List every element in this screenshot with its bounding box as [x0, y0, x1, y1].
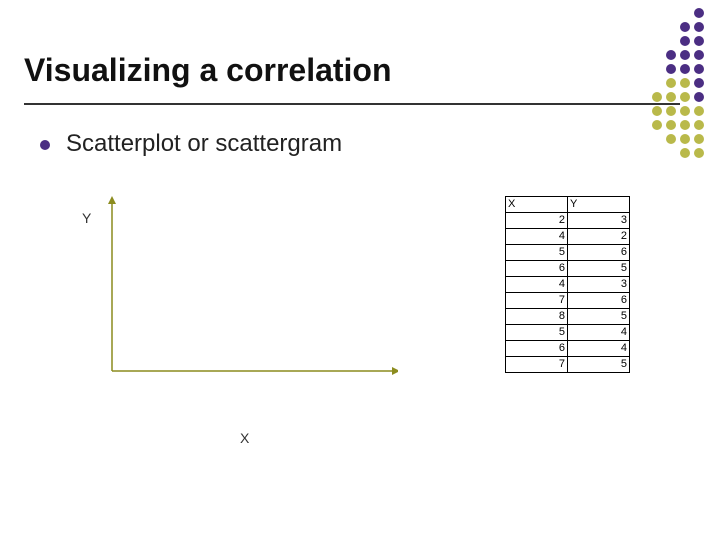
axis-y-label: Y	[82, 210, 91, 226]
slide: Visualizing a correlation Scatterplot or…	[0, 0, 720, 540]
dot	[638, 36, 648, 46]
dot	[694, 120, 704, 130]
dot	[638, 148, 648, 158]
dot	[666, 106, 676, 116]
xy-data-table: XY23425665437685546475	[505, 196, 630, 373]
dot	[694, 148, 704, 158]
table-cell: 5	[568, 357, 630, 373]
table-cell: 3	[568, 213, 630, 229]
dot	[638, 22, 648, 32]
table-row: 65	[506, 261, 630, 277]
table-cell: 5	[506, 245, 568, 261]
table-row: 23	[506, 213, 630, 229]
table-cell: 5	[568, 261, 630, 277]
dot	[680, 64, 690, 74]
dot	[652, 8, 662, 18]
dot	[694, 134, 704, 144]
dot	[680, 36, 690, 46]
table-cell: 7	[506, 293, 568, 309]
table-cell: 2	[506, 213, 568, 229]
table-cell: 4	[506, 229, 568, 245]
dot	[680, 134, 690, 144]
dot	[652, 106, 662, 116]
dot	[652, 148, 662, 158]
dot	[680, 92, 690, 102]
table-cell: 8	[506, 309, 568, 325]
dot	[680, 148, 690, 158]
dot	[694, 8, 704, 18]
table-cell: 4	[568, 341, 630, 357]
dot	[652, 120, 662, 130]
bullet-text: Scatterplot or scattergram	[66, 130, 342, 158]
dot	[652, 134, 662, 144]
dot	[680, 8, 690, 18]
dot	[680, 106, 690, 116]
table-cell: 5	[506, 325, 568, 341]
table-cell: 2	[568, 229, 630, 245]
dot	[680, 78, 690, 88]
dot	[666, 134, 676, 144]
dot	[680, 22, 690, 32]
bullet-icon	[40, 140, 50, 150]
table-header: Y	[568, 197, 630, 213]
dot	[652, 36, 662, 46]
table-cell: 6	[568, 293, 630, 309]
table-header: X	[506, 197, 568, 213]
table-cell: 4	[568, 325, 630, 341]
dot	[694, 36, 704, 46]
dot	[694, 78, 704, 88]
dot	[694, 106, 704, 116]
table-row: 75	[506, 357, 630, 373]
table-row: 42	[506, 229, 630, 245]
dot	[694, 64, 704, 74]
dot	[694, 22, 704, 32]
dot	[638, 8, 648, 18]
dot	[638, 120, 648, 130]
table-cell: 4	[506, 277, 568, 293]
dot	[666, 8, 676, 18]
dot	[652, 22, 662, 32]
title-block: Visualizing a correlation	[24, 52, 680, 105]
title-underline	[24, 103, 680, 105]
table-row: 43	[506, 277, 630, 293]
dot	[694, 92, 704, 102]
dot	[666, 148, 676, 158]
table-row: 64	[506, 341, 630, 357]
table-row: 76	[506, 293, 630, 309]
scatter-axis-frame	[108, 196, 398, 396]
table-cell: 6	[506, 261, 568, 277]
dot	[638, 106, 648, 116]
table-row: 54	[506, 325, 630, 341]
table-cell: 7	[506, 357, 568, 373]
dot	[680, 120, 690, 130]
table-cell: 6	[506, 341, 568, 357]
dot	[666, 120, 676, 130]
axis-svg	[108, 196, 398, 396]
table-cell: 6	[568, 245, 630, 261]
axis-x-label: X	[240, 430, 249, 446]
table-row: 85	[506, 309, 630, 325]
dot	[666, 36, 676, 46]
table-cell: 3	[568, 277, 630, 293]
dot	[666, 22, 676, 32]
table-cell: 5	[568, 309, 630, 325]
dot	[680, 50, 690, 60]
dot	[638, 134, 648, 144]
table-row: 56	[506, 245, 630, 261]
slide-title: Visualizing a correlation	[24, 52, 680, 99]
bullet-item: Scatterplot or scattergram	[40, 130, 342, 158]
dot	[694, 50, 704, 60]
